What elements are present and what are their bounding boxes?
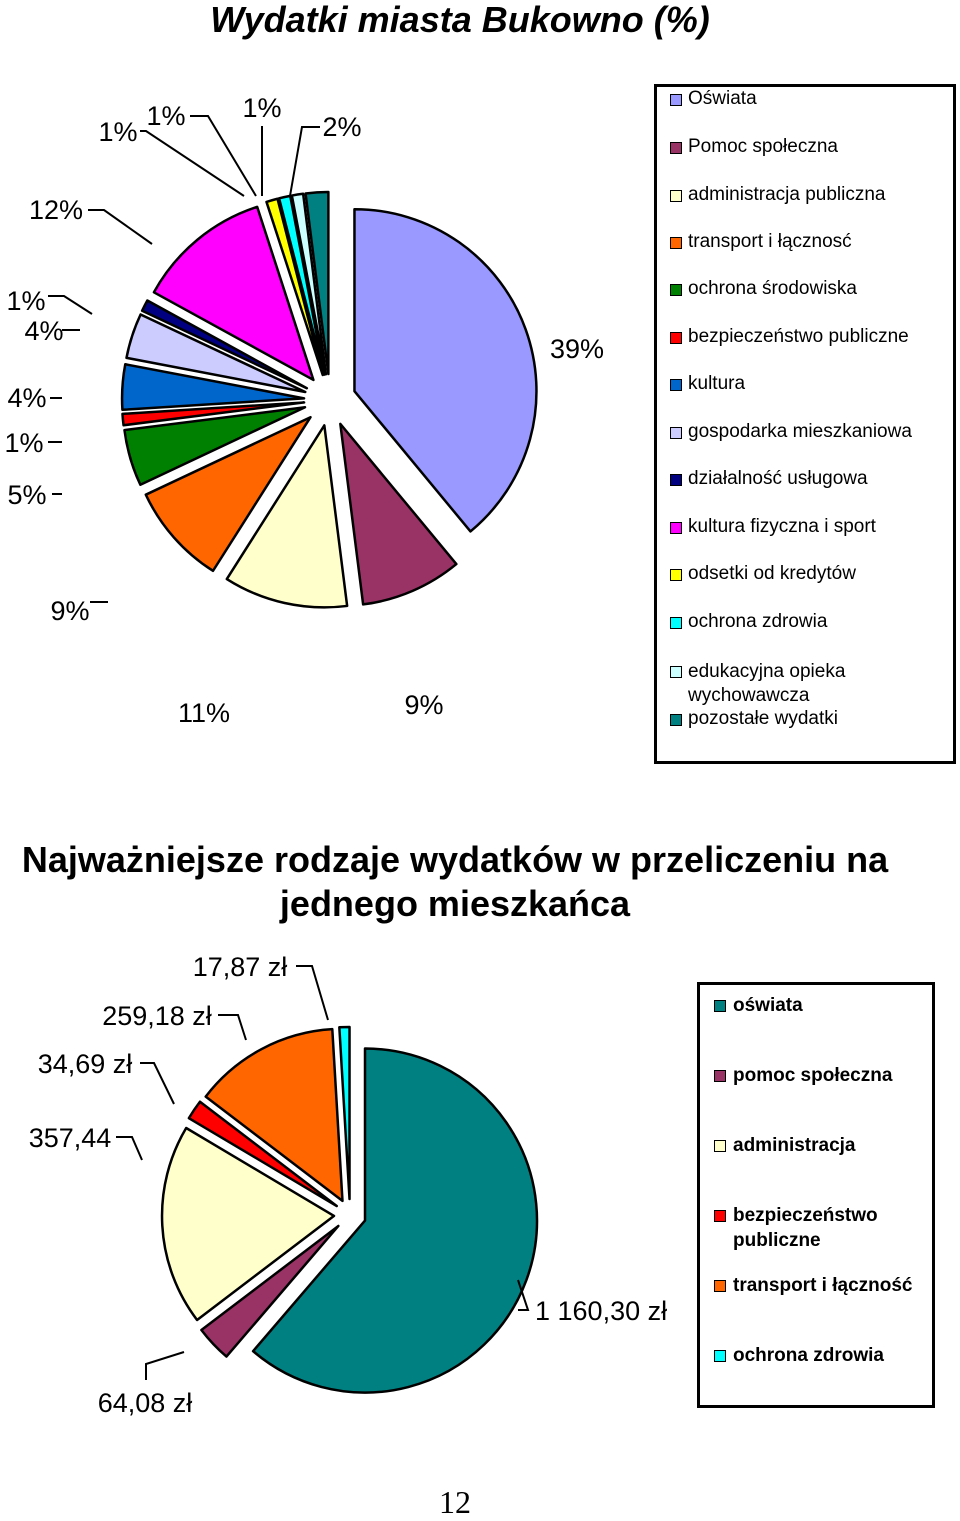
chart-1-data-label-kultura: 4% [7,383,46,413]
legend-swatch-kultura [670,379,682,391]
legend-swatch-bezpieczenstwo-publiczne [714,1210,726,1222]
chart-1-leader-pozostale-wydatki [289,126,320,197]
legend-item-transport-i-lacznosc: transport i łączność [733,1275,913,1296]
legend-item-administracja-publiczna: administracja publiczna [688,184,886,205]
chart-2-data-label-administracja: 357,44 [29,1123,112,1153]
legend-item-oswiata: oświata [733,995,803,1016]
chart-2-leader-bezpieczenstwo-publiczne [140,1062,175,1105]
legend-swatch-ochrona-zdrowia [670,617,682,629]
chart-2-data-label-pomoc-spoleczna: 64,08 zł [98,1388,193,1418]
legend-item-bezpieczenstwo-publiczne: bezpieczeństwo publiczne [733,1205,878,1251]
chart-1-slice-administracja-publiczna [225,424,349,609]
legend-item-administracja: administracja [733,1135,856,1156]
legend-swatch-transport-i-lacznosc [670,237,682,249]
legend-swatch-odsetki-od-kredytow [670,569,682,581]
chart-1-leader-dzialalnosc-uslugowa [48,295,93,315]
legend-swatch-administracja-publiczna [670,190,682,202]
legend-item-ochrona-zdrowia: ochrona zdrowia [688,611,828,632]
legend-swatch-bezpieczenstwo-publiczne [670,332,682,344]
chart-1-slice-oswiata [353,207,538,533]
legend-item-odsetki-od-kredytow: odsetki od kredytów [688,563,856,584]
chart-1-slice-edukacyjna-opieka-wychowawcza [290,192,328,376]
chart-1-slice-bezpieczenstwo-publiczne [121,401,306,427]
chart-2-leader-ochrona-zdrowia [296,965,329,1021]
legend-swatch-kultura-fizyczna-i-sport [670,522,682,534]
legend-item-transport-i-lacznosc: transport i łącznosć [688,231,852,252]
legend-swatch-edukacyjna-opieka-wychowawcza [670,666,682,678]
chart-2-leader-administracja [116,1136,143,1161]
chart-1-slice-pozostale-wydatki [304,190,330,376]
chart-2-title: Najważniejsze rodzaje wydatków w przelic… [21,839,889,924]
chart-2-slice-administracja [160,1126,336,1322]
chart-1-pie: 39%9%11%9%5%1%4%4%1%12%1%1% 1%2% [4,93,604,728]
chart-2-data-label-oswiata: 1 160,30 zł [535,1296,667,1326]
chart-2-leader-oswiata [517,1279,530,1311]
legend-item-ochrona-zdrowia: ochrona zdrowia [733,1345,884,1366]
legend-item-dzialalnosc-uslugowa: działalność usługowa [688,468,868,489]
chart-2-leader-pomoc-spoleczna [145,1351,185,1380]
legend-item-pomoc-spoleczna: Pomoc społeczna [688,136,838,157]
legend-item-gospodarka-mieszkaniowa: gospodarka mieszkaniowa [688,421,912,442]
chart-1-data-label-pozostale-wydatki: 2% [322,112,361,142]
chart-1-data-label-dzialalnosc-uslugowa: 1% [6,286,45,316]
chart-1-data-label-gospodarka-mieszkaniowa: 4% [24,316,63,346]
legend-item-bezpieczenstwo-publiczne: bezpieczeństwo publiczne [688,326,909,347]
chart-2-slice-bezpieczenstwo-publiczne [187,1100,338,1208]
chart-1-slice-transport-i-lacznosc [144,415,312,573]
legend-swatch-pomoc-spoleczna [714,1070,726,1082]
chart-2-leader-transport-i-lacznosc [218,1014,247,1041]
chart-2-slice-pomoc-spoleczna [200,1224,340,1358]
chart-2-legend: oświata pomoc społeczna administracja bezpi… [697,982,935,1408]
legend-item-oswiata: Oświata [688,88,757,109]
legend-swatch-ochrona-zdrowia [714,1350,726,1362]
legend-swatch-administracja [714,1140,726,1152]
chart-2-slice-oswiata [251,1047,539,1394]
chart-1-slice-pomoc-spoleczna [339,422,458,606]
chart-1-slice-ochrona-srodowiska [123,406,307,486]
chart-1-leader-kultura-fizyczna-i-sport [88,209,153,245]
chart-1-leader-odsetki-od-kredytow [140,130,245,197]
chart-2-slice-transport-i-lacznosc [204,1027,344,1203]
legend-item-kultura: kultura [688,373,746,394]
legend-swatch-oswiata [714,1000,726,1012]
chart-1-slice-odsetki-od-kredytow [265,197,324,377]
legend-item-pozostale-wydatki: pozostałe wydatki [688,708,838,729]
chart-1-legend: Oświata Pomoc społeczna administracja publ… [654,84,956,764]
chart-1-data-label-kultura-fizyczna-i-sport: 12% [29,195,83,225]
chart-1-data-label-pomoc-spoleczna: 9% [404,690,443,720]
legend-swatch-dzialalnosc-uslugowa [670,474,682,486]
chart-2-data-label-transport-i-lacznosc: 259,18 zł [102,1001,212,1031]
chart-2-data-label-ochrona-zdrowia: 17,87 zł [193,952,288,982]
chart-1-data-label-ochrona-zdrowia: 1% [146,101,185,131]
legend-swatch-pomoc-spoleczna [670,142,682,154]
chart-2-slice-ochrona-zdrowia [338,1025,351,1201]
chart-1-slice-kultura-fizyczna-i-sport [152,205,315,382]
chart-1-data-label-odsetki-od-kredytow: 1% [98,117,137,147]
chart-1-data-label-ochrona-srodowiska: 5% [7,480,46,510]
chart-1-slice-gospodarka-mieszkaniowa [125,313,307,394]
chart-1-data-label-edukacyjna-opieka-wychowawcza: 1% [242,93,281,123]
chart-1-slice-dzialalnosc-uslugowa [140,299,309,390]
legend-swatch-gospodarka-mieszkaniowa [670,427,682,439]
chart-1-slice-kultura [120,363,306,412]
chart-1-title: Wydatki miasta Bukowno (%) [210,0,710,40]
chart-1-data-label-transport-i-lacznosc: 9% [50,596,89,626]
legend-swatch-oswiata [670,94,682,106]
legend-swatch-transport-i-lacznosc [714,1280,726,1292]
chart-2-data-label-bezpieczenstwo-publiczne: 34,69 zł [38,1049,133,1079]
legend-item-edukacyjna-opieka-wychowawcza: edukacyjna opieka wychowawcza [688,661,846,706]
legend-item-ochrona-srodowiska: ochrona środowiska [688,278,857,299]
legend-swatch-ochrona-srodowiska [670,284,682,296]
chart-1-data-label-administracja-publiczna: 11% [178,698,230,728]
chart-1-data-label-oswiata: 39% [550,334,604,364]
legend-item-kultura-fizyczna-i-sport: kultura fizyczna i sport [688,516,876,537]
chart-1-data-label-bezpieczenstwo-publiczne: 1% [4,428,43,458]
legend-swatch-pozostale-wydatki [670,714,682,726]
chart-1-leader-ochrona-zdrowia [190,115,257,197]
page-number: 12 [439,1484,471,1520]
legend-item-pomoc-spoleczna: pomoc społeczna [733,1065,893,1086]
